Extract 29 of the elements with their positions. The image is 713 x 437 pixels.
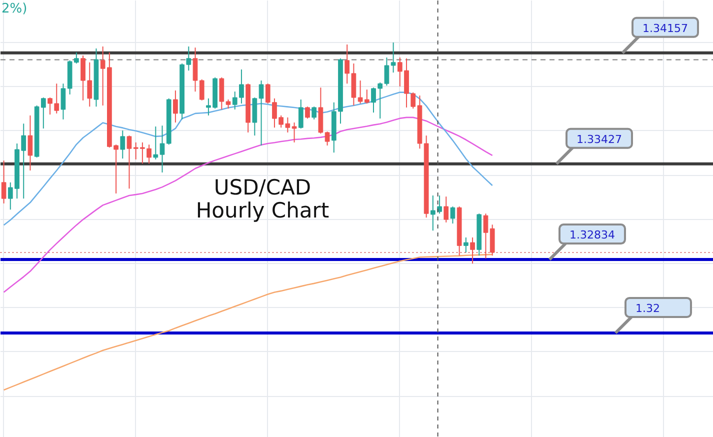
annotation: 1.32834 [570,228,615,242]
candlestick [312,106,317,120]
candlestick [186,46,192,72]
candlestick [464,236,468,253]
candlestick [470,236,475,264]
candlestick [28,114,33,171]
candlestick [384,57,390,86]
annotation: 1.33427 [576,132,622,146]
candlestick [292,122,297,143]
candlestick [483,213,488,259]
annotation: 1.34157 [642,22,688,35]
candlestick [444,196,449,223]
candlestick [1,160,6,204]
candlestick [258,80,264,146]
text: USD/CAD Hourly Chart [196,176,330,222]
annotation: 1.32 [636,302,660,315]
candlestick [60,83,66,120]
candlestick [173,90,178,124]
text: 2%) [2,2,28,16]
candlestick [305,106,310,120]
candlestick [450,206,456,224]
candlestick [120,130,126,160]
candlestick [226,99,231,110]
candlestick [390,42,396,74]
candlestick [219,76,224,110]
candlestick [298,99,304,129]
candlestick [324,131,330,146]
candlestick [126,135,132,190]
candlestick [490,224,495,256]
